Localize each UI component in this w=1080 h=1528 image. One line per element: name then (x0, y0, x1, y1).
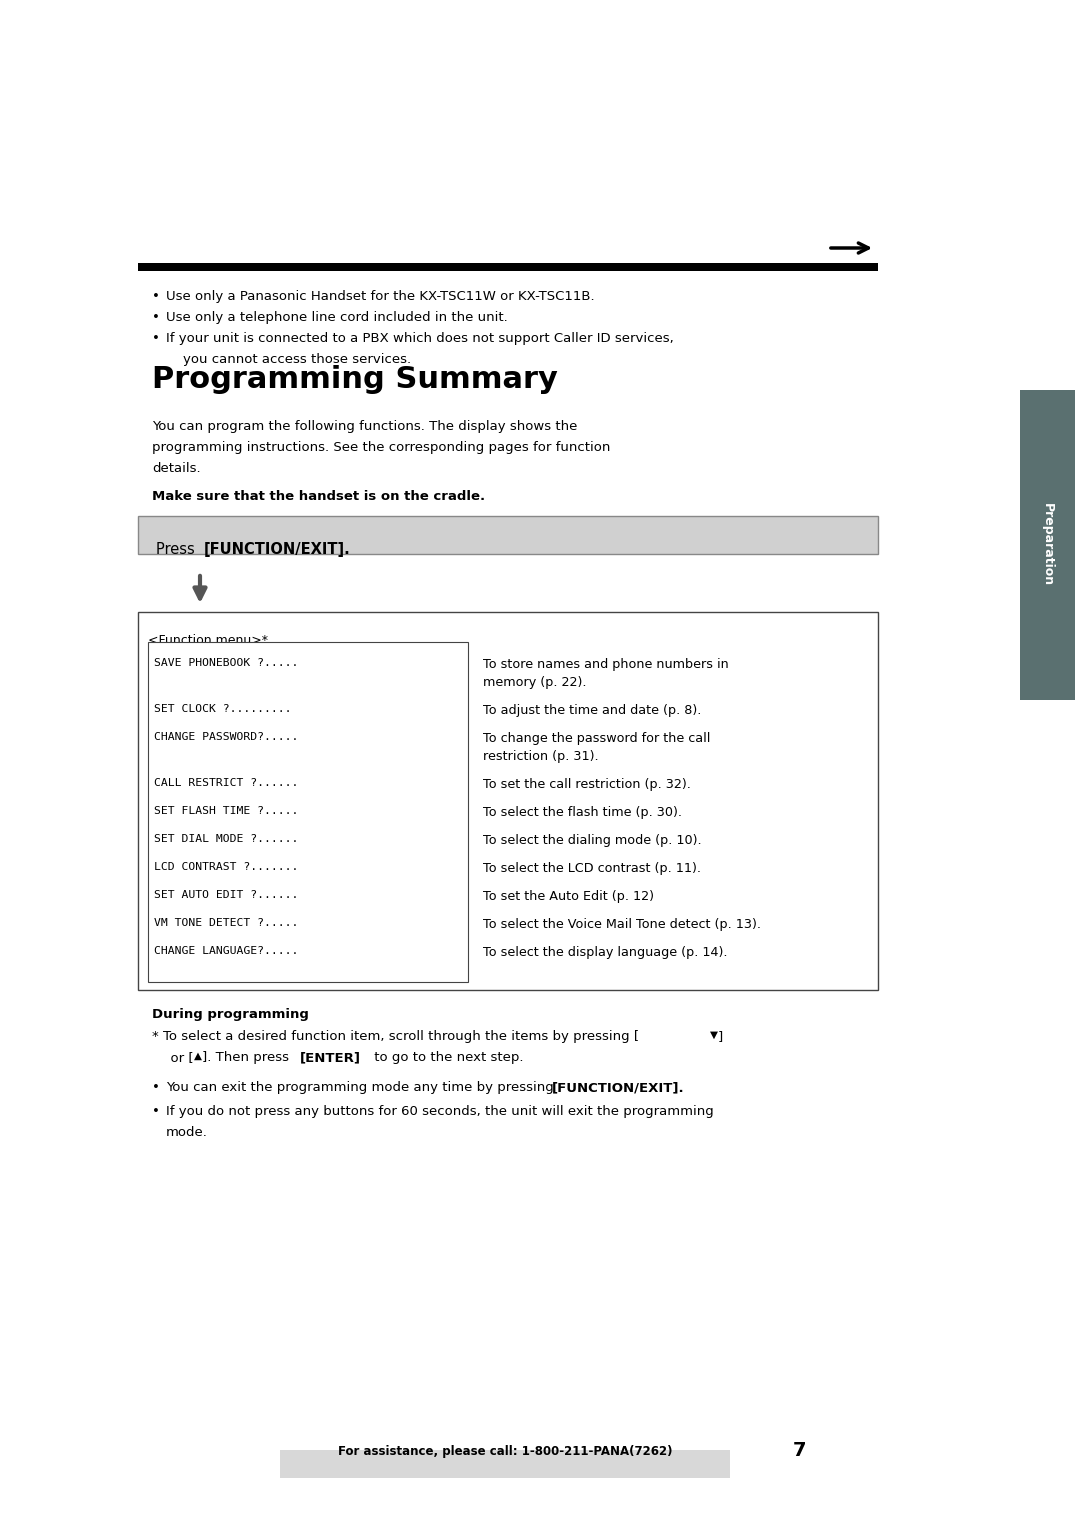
Text: you cannot access those services.: you cannot access those services. (166, 353, 411, 367)
Text: •: • (152, 332, 160, 345)
Text: details.: details. (152, 461, 201, 475)
Bar (280, 1450, 730, 1478)
Text: <Function menu>*: <Function menu>* (148, 634, 268, 646)
Text: During programming: During programming (152, 1008, 309, 1021)
Text: To select the flash time (p. 30).: To select the flash time (p. 30). (483, 805, 681, 819)
Text: If you do not press any buttons for 60 seconds, the unit will exit the programmi: If you do not press any buttons for 60 s… (166, 1105, 714, 1118)
Text: You can exit the programming mode any time by pressing: You can exit the programming mode any ti… (166, 1080, 558, 1094)
Text: To select the display language (p. 14).: To select the display language (p. 14). (483, 946, 728, 960)
Text: ]: ] (718, 1030, 724, 1044)
Text: [FUNCTION/EXIT].: [FUNCTION/EXIT]. (552, 1080, 685, 1094)
Text: mode.: mode. (166, 1126, 207, 1138)
Bar (1020, 390, 1075, 700)
Text: To select the LCD contrast (p. 11).: To select the LCD contrast (p. 11). (483, 862, 701, 876)
Text: •: • (152, 290, 160, 303)
Text: to go to the next step.: to go to the next step. (370, 1051, 524, 1063)
Text: To store names and phone numbers in: To store names and phone numbers in (483, 659, 729, 671)
Text: CALL RESTRICT ?......: CALL RESTRICT ?...... (154, 778, 298, 788)
Text: [ENTER]: [ENTER] (300, 1051, 361, 1063)
Text: To adjust the time and date (p. 8).: To adjust the time and date (p. 8). (483, 704, 701, 717)
Text: Press: Press (156, 542, 200, 558)
Text: To select the Voice Mail Tone detect (p. 13).: To select the Voice Mail Tone detect (p.… (483, 918, 761, 931)
Text: CHANGE PASSWORD?.....: CHANGE PASSWORD?..... (154, 732, 298, 743)
Text: LCD CONTRAST ?.......: LCD CONTRAST ?....... (154, 862, 298, 872)
Text: Programming Summary: Programming Summary (152, 365, 558, 394)
Text: * To select a desired function item, scroll through the items by pressing [: * To select a desired function item, scr… (152, 1030, 639, 1044)
Bar (138, 263, 878, 270)
Text: ▼: ▼ (710, 1030, 718, 1041)
Bar (138, 613, 878, 990)
Text: You can program the following functions. The display shows the: You can program the following functions.… (152, 420, 578, 432)
Text: To change the password for the call: To change the password for the call (483, 732, 711, 746)
Text: VM TONE DETECT ?.....: VM TONE DETECT ?..... (154, 918, 298, 927)
Text: SET DIAL MODE ?......: SET DIAL MODE ?...... (154, 834, 298, 843)
Text: CHANGE LANGUAGE?.....: CHANGE LANGUAGE?..... (154, 946, 298, 957)
Text: •: • (152, 312, 160, 324)
Text: ▲: ▲ (194, 1051, 202, 1060)
Text: Preparation: Preparation (1041, 503, 1054, 587)
Text: SET CLOCK ?.........: SET CLOCK ?......... (154, 704, 292, 714)
Text: 7: 7 (793, 1441, 807, 1461)
Bar (138, 516, 878, 555)
Text: To set the Auto Edit (p. 12): To set the Auto Edit (p. 12) (483, 889, 654, 903)
Text: Use only a Panasonic Handset for the KX-TSC11W or KX-TSC11B.: Use only a Panasonic Handset for the KX-… (166, 290, 595, 303)
Text: SET AUTO EDIT ?......: SET AUTO EDIT ?...... (154, 889, 298, 900)
Text: If your unit is connected to a PBX which does not support Caller ID services,: If your unit is connected to a PBX which… (166, 332, 674, 345)
Text: SAVE PHONEBOOK ?.....: SAVE PHONEBOOK ?..... (154, 659, 298, 668)
Text: programming instructions. See the corresponding pages for function: programming instructions. See the corres… (152, 442, 610, 454)
Bar (148, 642, 468, 983)
Text: To set the call restriction (p. 32).: To set the call restriction (p. 32). (483, 778, 691, 792)
Text: [FUNCTION/EXIT].: [FUNCTION/EXIT]. (204, 542, 351, 558)
Text: Use only a telephone line cord included in the unit.: Use only a telephone line cord included … (166, 312, 508, 324)
Text: Make sure that the handset is on the cradle.: Make sure that the handset is on the cra… (152, 490, 485, 503)
Text: SET FLASH TIME ?.....: SET FLASH TIME ?..... (154, 805, 298, 816)
Text: To select the dialing mode (p. 10).: To select the dialing mode (p. 10). (483, 834, 702, 847)
Text: memory (p. 22).: memory (p. 22). (483, 675, 586, 689)
Text: or [: or [ (162, 1051, 193, 1063)
Text: •: • (152, 1080, 160, 1094)
Text: For assistance, please call: 1-800-211-PANA(7262): For assistance, please call: 1-800-211-P… (338, 1444, 672, 1458)
Text: ]. Then press: ]. Then press (202, 1051, 294, 1063)
Text: •: • (152, 1105, 160, 1118)
Text: restriction (p. 31).: restriction (p. 31). (483, 750, 598, 762)
